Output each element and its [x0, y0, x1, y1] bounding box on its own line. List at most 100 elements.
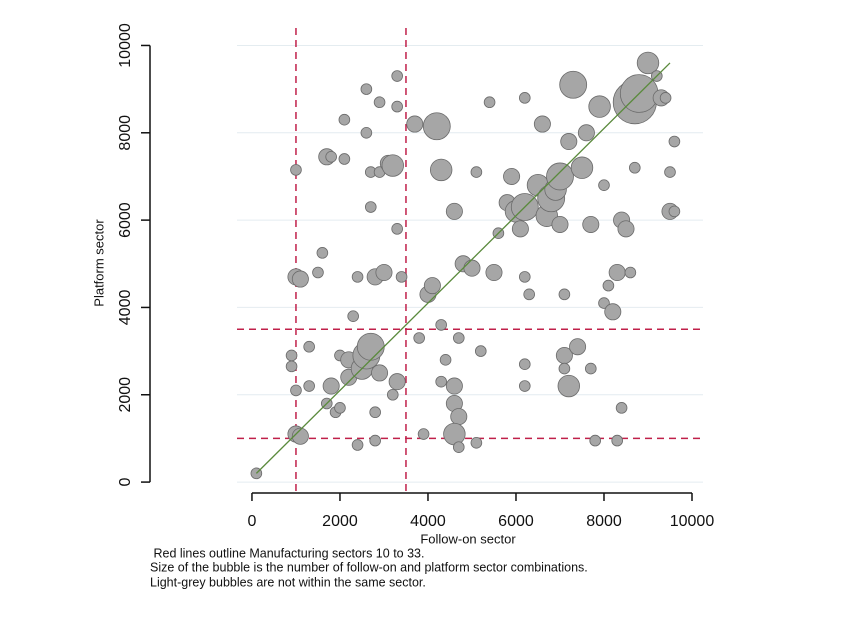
- bubble: [338, 153, 351, 165]
- bubble: [551, 215, 569, 233]
- bubble: [423, 277, 441, 295]
- bubble: [604, 303, 622, 321]
- bubble: [285, 349, 298, 362]
- bubble: [369, 406, 381, 419]
- bubble: [452, 332, 465, 344]
- bubble: [560, 133, 578, 151]
- y-tick-label: 2000: [117, 377, 134, 413]
- bubble: [406, 115, 424, 133]
- bubble: [435, 375, 447, 388]
- bubble: [290, 384, 302, 397]
- bubble: [569, 338, 587, 356]
- bubble: [588, 95, 611, 118]
- bubble: [381, 154, 404, 177]
- x-tick-label: 10000: [670, 513, 715, 530]
- bubble: [417, 428, 430, 440]
- bubble: [602, 279, 615, 292]
- bubble: [373, 96, 386, 109]
- bubble: [291, 270, 309, 288]
- bubble: [559, 70, 588, 99]
- bubble: [371, 364, 389, 382]
- bubble: [338, 113, 351, 126]
- bubble: [450, 408, 468, 426]
- bubble: [445, 202, 463, 220]
- note: Red lines outline Manufacturing sectors …: [150, 546, 424, 560]
- bubble: [364, 201, 377, 213]
- x-tick-label: 0: [248, 513, 257, 530]
- bubble: [386, 388, 399, 401]
- bubble: [395, 271, 408, 283]
- note: Light-grey bubbles are not within the sa…: [150, 575, 426, 589]
- bubble: [577, 124, 595, 142]
- bubble: [624, 266, 637, 279]
- bubble: [511, 220, 529, 238]
- bubble: [351, 271, 364, 283]
- bubble: [351, 439, 364, 451]
- bubble: [285, 360, 298, 373]
- bubble: [322, 377, 340, 395]
- bubble: [558, 362, 571, 375]
- bubble: [523, 288, 535, 301]
- bubble: [375, 264, 393, 282]
- bubble: [659, 92, 672, 104]
- bubble: [369, 434, 381, 447]
- bubble: [439, 354, 452, 366]
- y-tick-label: 4000: [117, 290, 134, 326]
- bubble: [557, 374, 580, 398]
- bubble: [598, 179, 610, 191]
- y-tick-label: 10000: [117, 23, 134, 68]
- y-axis-label: Platform sector: [91, 219, 106, 307]
- bubble: [518, 92, 531, 104]
- bubble: [391, 100, 403, 113]
- bubble: [503, 167, 521, 185]
- bubble: [429, 158, 453, 182]
- bubble: [518, 271, 531, 283]
- bubble: [312, 266, 324, 279]
- bubble: [628, 161, 641, 174]
- bubble: [668, 205, 681, 218]
- bubble: [483, 96, 496, 109]
- bubble: [582, 215, 600, 233]
- x-tick-label: 8000: [586, 513, 622, 530]
- bubble: [664, 166, 676, 178]
- bubble: [290, 164, 302, 176]
- bubble: [443, 422, 466, 446]
- bubble: [474, 345, 487, 357]
- bubble: [388, 373, 406, 391]
- x-axis-label: Follow-on sector: [420, 531, 516, 546]
- bubble: [325, 151, 337, 163]
- bubble: [334, 402, 346, 414]
- bubble: [589, 434, 601, 447]
- bubble: [470, 166, 483, 178]
- bubble: [558, 288, 571, 301]
- bubble: [533, 115, 551, 133]
- bubble: [611, 434, 623, 447]
- bubble: [360, 126, 373, 139]
- y-tick-label: 6000: [117, 202, 134, 238]
- bubble: [422, 112, 451, 141]
- bubble: [636, 51, 660, 75]
- bubble: [570, 156, 594, 179]
- bubble: [518, 358, 531, 370]
- bubble: [445, 377, 463, 395]
- fit-line: [255, 62, 671, 474]
- bubble: [463, 259, 481, 277]
- bubble: [347, 310, 359, 322]
- bubble: [303, 340, 315, 353]
- y-tick-label: 0: [117, 478, 134, 487]
- bubble: [303, 380, 315, 392]
- bubble: [413, 332, 425, 344]
- x-tick-label: 2000: [322, 513, 358, 530]
- bubble: [615, 402, 628, 414]
- bubble: [518, 380, 531, 392]
- x-tick-label: 6000: [498, 513, 534, 530]
- bubble: [584, 362, 597, 375]
- bubble: [360, 83, 373, 95]
- bubble: [391, 223, 403, 235]
- bubble: [391, 70, 403, 82]
- bubble: [291, 427, 309, 445]
- bubble: [356, 332, 385, 361]
- bubble: [485, 264, 503, 282]
